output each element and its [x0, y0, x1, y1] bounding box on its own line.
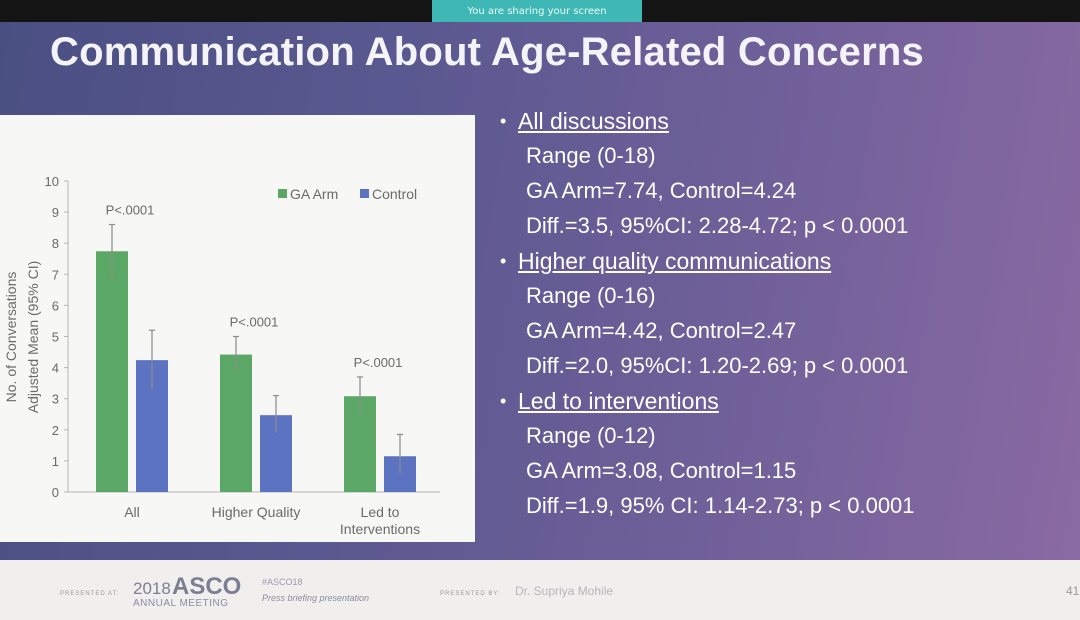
slide-footer: PRESENTED AT: 2018 ASCO ANNUAL MEETING #… — [0, 560, 1080, 620]
briefing-label: Press briefing presentation — [262, 593, 370, 603]
y-tick-label: 10 — [45, 174, 59, 189]
x-tick-label: Interventions — [340, 521, 420, 537]
x-tick-label: Led to — [361, 504, 400, 520]
bullet-section-higher-quality: • Higher quality communications Range (0-… — [500, 248, 1060, 379]
bullet-line: GA Arm=4.42, Control=2.47 — [526, 318, 797, 343]
y-tick-label: 1 — [52, 454, 59, 469]
y-axis-label: Adjusted Mean (95% CI) — [25, 261, 41, 414]
bullet-icon: • — [500, 251, 507, 271]
y-tick-label: 2 — [52, 423, 59, 438]
y-axis-label: No. of Conversations — [3, 272, 19, 403]
presented-by-label: PRESENTED BY: — [440, 591, 501, 597]
bullet-list: • All discussions Range (0-18) GA Arm=7.7… — [500, 108, 1060, 528]
bar-ga-arm — [96, 251, 128, 492]
p-value-annotation: P<.0001 — [230, 315, 279, 330]
screen-sharing-banner[interactable]: You are sharing your screen — [432, 0, 642, 22]
bullet-line: Range (0-12) — [526, 423, 656, 448]
bullet-line: Range (0-18) — [526, 143, 656, 168]
bullet-icon: • — [500, 111, 507, 131]
bullet-line: Diff.=3.5, 95%CI: 2.28-4.72; p < 0.0001 — [526, 213, 909, 238]
bullet-section-interventions: • Led to interventions Range (0-12) GA Ar… — [500, 388, 1060, 519]
bar-ga-arm — [220, 354, 252, 492]
y-tick-label: 4 — [52, 361, 59, 376]
x-tick-label: Higher Quality — [212, 504, 301, 520]
bullet-line: Range (0-16) — [526, 283, 656, 308]
x-tick-label: All — [124, 504, 140, 520]
legend-label: GA Arm — [290, 186, 338, 202]
legend-label: Control — [372, 186, 417, 202]
bar-chart: 0 1 2 3 4 5 6 7 8 9 10 No. of Conversations Adjusted… — [3, 174, 440, 537]
bullet-heading: Led to interventions — [518, 388, 719, 414]
legend-swatch-ga-arm — [278, 189, 287, 198]
hashtag: #ASCO18 — [262, 577, 303, 587]
bullet-line: GA Arm=3.08, Control=1.15 — [526, 458, 797, 483]
y-tick-label: 6 — [52, 298, 59, 313]
bullet-line: GA Arm=7.74, Control=4.24 — [526, 178, 797, 203]
bullet-section-all: • All discussions Range (0-18) GA Arm=7.7… — [500, 108, 1060, 239]
p-value-annotation: P<.0001 — [106, 203, 155, 218]
annual-meeting-label: ANNUAL MEETING — [133, 598, 229, 609]
y-tick-label: 5 — [52, 330, 59, 345]
bullet-line: Diff.=1.9, 95% CI: 1.14-2.73; p < 0.0001 — [526, 493, 915, 518]
meeting-year: 2018 — [133, 579, 171, 598]
presenter-name: Dr. Supriya Mohile — [515, 584, 614, 598]
bullet-heading: All discussions — [518, 108, 669, 134]
slide-title: Communication About Age-Related Concerns — [50, 30, 924, 74]
presentation-slide: You are sharing your screen Communicatio… — [0, 0, 1080, 560]
legend-swatch-control — [360, 189, 369, 198]
asco-logo: ASCO — [172, 573, 242, 600]
page-number: 41 — [1066, 584, 1080, 598]
p-value-annotation: P<.0001 — [354, 355, 403, 370]
y-tick-label: 3 — [52, 392, 59, 407]
y-tick-label: 8 — [52, 236, 59, 251]
bullet-line: Diff.=2.0, 95%CI: 1.20-2.69; p < 0.0001 — [526, 353, 909, 378]
bar-chart-panel: 0 1 2 3 4 5 6 7 8 9 10 No. of Conversations Adjusted… — [0, 115, 475, 542]
bullet-icon: • — [500, 391, 507, 411]
presented-at-label: PRESENTED AT: — [60, 591, 120, 597]
y-tick-label: 9 — [52, 205, 59, 220]
y-tick-label: 0 — [52, 485, 59, 500]
bullet-heading: Higher quality communications — [518, 248, 832, 274]
y-tick-label: 7 — [52, 267, 59, 282]
